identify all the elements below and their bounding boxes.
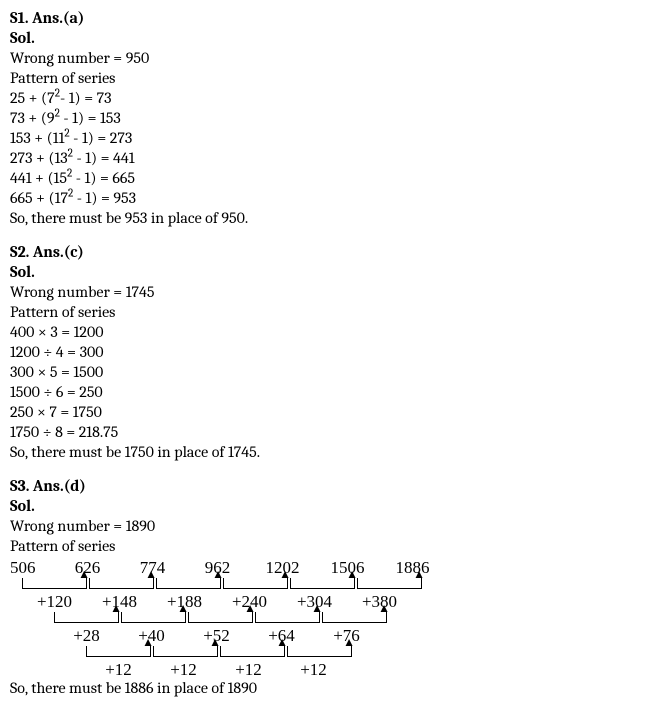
series-row: 506 626 774 962 1202 1506 1886 <box>10 558 649 578</box>
diff3-value: +12 <box>216 660 281 680</box>
s3-pattern-label: Pattern of series <box>10 536 649 556</box>
s2-heading: S2. Ans.(c) <box>10 242 649 262</box>
arrow-up-icon: ▲ <box>413 568 425 580</box>
s2-wrong: Wrong number = 1745 <box>10 282 649 302</box>
s1-sol-label: Sol. <box>10 28 649 48</box>
s1-heading: S1. Ans.(a) <box>10 8 649 28</box>
s3-series-diagram: 506 626 774 962 1202 1506 1886 ▲ ▲ ▲ ▲ ▲… <box>10 558 649 678</box>
s1-pattern-label: Pattern of series <box>10 68 649 88</box>
s3-wrong: Wrong number = 1890 <box>10 516 649 536</box>
s2-step: 1750 ÷ 8 = 218.75 <box>10 422 649 442</box>
series-term: 506 <box>10 558 55 578</box>
arrow-up-icon: ▲ <box>343 636 355 648</box>
s1-step: 25 + (72- 1) = 73 <box>10 88 649 108</box>
diff3-brackets: ▲ ▲ ▲ ▲ <box>86 646 354 657</box>
s1-conclusion: So, there must be 953 in place of 950. <box>10 208 649 228</box>
diff2-value: +28 <box>54 626 119 646</box>
s2-step: 250 × 7 = 1750 <box>10 402 649 422</box>
s2-step: 300 × 5 = 1500 <box>10 362 649 382</box>
diff3-value: +12 <box>151 660 216 680</box>
s2-step: 1500 ÷ 6 = 250 <box>10 382 649 402</box>
s3-conclusion: So, there must be 1886 in place of 1890 <box>10 678 649 698</box>
s2-conclusion: So, there must be 1750 in place of 1745. <box>10 442 649 462</box>
diff1-value: +120 <box>22 592 87 612</box>
diff2-brackets: ▲ ▲ ▲ ▲ ▲ <box>54 612 389 623</box>
s3-heading: S3. Ans.(d) <box>10 476 649 496</box>
s2-sol-label: Sol. <box>10 262 649 282</box>
s1-step: 273 + (132 - 1) = 441 <box>10 148 649 168</box>
arrow-up-icon: ▲ <box>378 602 390 614</box>
s1-step: 153 + (112 - 1) = 273 <box>10 128 649 148</box>
s1-wrong: Wrong number = 950 <box>10 48 649 68</box>
s1-step: 73 + (92 - 1) = 153 <box>10 108 649 128</box>
diff3-value: +12 <box>86 660 151 680</box>
s3-sol-label: Sol. <box>10 496 649 516</box>
s2-step: 1200 ÷ 4 = 300 <box>10 342 649 362</box>
s2-step: 400 × 3 = 1200 <box>10 322 649 342</box>
diff1-brackets: ▲ ▲ ▲ ▲ ▲ ▲ <box>22 578 424 589</box>
s1-step: 441 + (152 - 1) = 665 <box>10 168 649 188</box>
diff3-value: +12 <box>281 660 346 680</box>
s1-step: 665 + (172 - 1) = 953 <box>10 188 649 208</box>
s2-pattern-label: Pattern of series <box>10 302 649 322</box>
diff3-row: +12 +12 +12 +12 <box>86 660 649 680</box>
